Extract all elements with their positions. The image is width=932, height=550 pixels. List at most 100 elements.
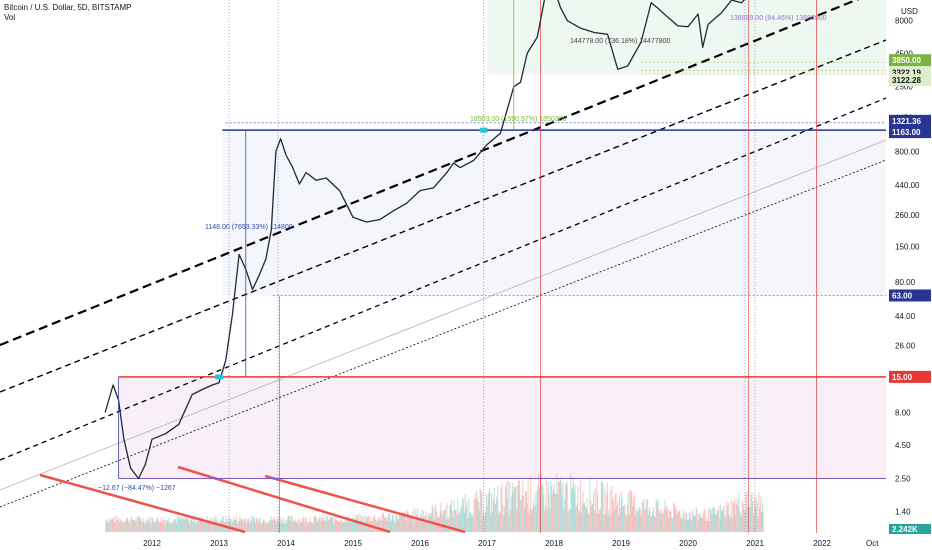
price-tick-label: 26.00 bbox=[895, 342, 916, 351]
volume-bar bbox=[281, 520, 283, 532]
volume-bar bbox=[682, 509, 684, 532]
volume-bar bbox=[522, 480, 524, 532]
volume-bar bbox=[122, 520, 124, 532]
volume-bar bbox=[245, 519, 247, 532]
volume-bar bbox=[574, 484, 576, 532]
volume-bar bbox=[504, 487, 507, 532]
volume-bar bbox=[541, 485, 543, 532]
price-tick-label: 44.00 bbox=[895, 312, 916, 321]
volume-bar bbox=[378, 520, 380, 532]
volume-bar bbox=[625, 513, 627, 532]
volume-bar bbox=[260, 523, 262, 532]
breakout-marker bbox=[215, 374, 223, 380]
volume-bar bbox=[156, 516, 158, 532]
volume-bar bbox=[697, 519, 699, 532]
volume-bar bbox=[415, 510, 417, 532]
volume-indicator-label[interactable]: Vol bbox=[4, 13, 16, 22]
volume-bar bbox=[349, 521, 351, 532]
volume-bar bbox=[570, 473, 572, 532]
volume-bar bbox=[118, 518, 120, 532]
volume-bar bbox=[154, 522, 156, 532]
price-axis[interactable]: 8000450025001450800.00440.00260.00150.00… bbox=[886, 0, 932, 550]
volume-bar bbox=[374, 515, 376, 532]
volume-bar bbox=[119, 522, 121, 532]
volume-bar bbox=[194, 523, 196, 532]
volume-bar bbox=[595, 512, 597, 532]
volume-bar bbox=[167, 517, 169, 532]
time-axis[interactable]: 2012 2013 2014 2015 2016 2017 2018 2019 2020 2021… bbox=[0, 533, 886, 550]
volume-bar bbox=[651, 515, 653, 532]
volume-bar bbox=[152, 518, 154, 532]
volume-bar bbox=[397, 520, 399, 532]
volume-bar bbox=[352, 516, 354, 532]
volume-bar bbox=[626, 504, 628, 532]
volume-bar bbox=[573, 491, 575, 532]
volume-bar bbox=[640, 515, 642, 532]
volume-bar bbox=[354, 517, 356, 532]
volume-bar bbox=[175, 522, 177, 532]
volume-bar bbox=[322, 516, 324, 532]
volume-bar bbox=[334, 514, 336, 532]
price-tag bbox=[889, 370, 931, 383]
volume-bar bbox=[377, 516, 379, 532]
volume-bar bbox=[294, 518, 296, 532]
volume-bar bbox=[723, 505, 725, 532]
volume-bar bbox=[386, 520, 388, 532]
volume-bar bbox=[383, 518, 385, 532]
volume-bar bbox=[307, 521, 309, 532]
symbol-title[interactable]: Bitcoin / U.S. Dollar, 5D, BITSTAMP bbox=[4, 3, 132, 12]
volume-trend-line bbox=[264, 474, 466, 533]
price-tag-label: 63.00 bbox=[892, 291, 913, 300]
volume-bar bbox=[114, 515, 116, 532]
volume-bar bbox=[674, 508, 676, 532]
volume-bar bbox=[496, 496, 498, 532]
volume-bar bbox=[482, 516, 484, 532]
volume-bar bbox=[652, 511, 654, 532]
volume-bar bbox=[443, 510, 445, 532]
volume-bar bbox=[663, 508, 665, 532]
volume-bar bbox=[356, 516, 358, 532]
volume-bar bbox=[604, 487, 606, 532]
volume-bar bbox=[493, 487, 495, 532]
volume-bar bbox=[401, 511, 403, 532]
volume-bar bbox=[502, 505, 504, 532]
volume-bar bbox=[638, 507, 640, 532]
volume-bar bbox=[440, 502, 442, 532]
volume-bar bbox=[747, 507, 749, 532]
volume-bar bbox=[635, 508, 637, 532]
volume-bar bbox=[416, 514, 418, 532]
volume-bar bbox=[555, 494, 557, 532]
volume-bar bbox=[453, 500, 455, 532]
volume-bar bbox=[460, 507, 462, 532]
volume-bar bbox=[139, 517, 141, 532]
volume-bar bbox=[188, 523, 190, 532]
volume-bar bbox=[302, 516, 304, 532]
volume-bar bbox=[653, 506, 655, 532]
volume-bar bbox=[409, 515, 412, 532]
volume-bar bbox=[408, 513, 410, 532]
volume-bar bbox=[474, 493, 476, 532]
price-series[interactable] bbox=[104, 0, 763, 480]
volume-bar bbox=[671, 517, 673, 532]
volume-bar bbox=[409, 515, 411, 532]
volume-bar bbox=[746, 491, 748, 532]
volume-bar bbox=[435, 504, 437, 532]
volume-bar bbox=[603, 514, 605, 532]
volume-bar bbox=[117, 520, 119, 532]
volume-bar bbox=[703, 510, 705, 532]
volume-bar bbox=[218, 522, 220, 532]
volume-bar bbox=[328, 520, 330, 532]
zone-pink bbox=[118, 376, 886, 479]
volume-bar bbox=[483, 509, 485, 532]
volume-bar bbox=[342, 522, 344, 532]
volume-bar bbox=[484, 511, 487, 532]
volume-bar bbox=[157, 519, 159, 532]
volume-bar bbox=[656, 502, 658, 532]
channel-lower-line bbox=[0, 159, 886, 508]
volume-bar bbox=[130, 517, 132, 532]
volume-bar bbox=[168, 521, 170, 532]
volume-bar bbox=[308, 521, 311, 532]
zone-blue bbox=[222, 130, 886, 296]
time-tick-label: 2019 bbox=[612, 539, 630, 548]
